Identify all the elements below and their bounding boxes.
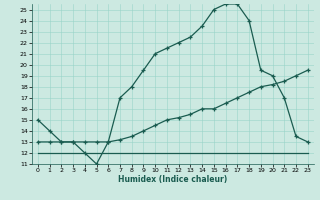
X-axis label: Humidex (Indice chaleur): Humidex (Indice chaleur) [118,175,228,184]
